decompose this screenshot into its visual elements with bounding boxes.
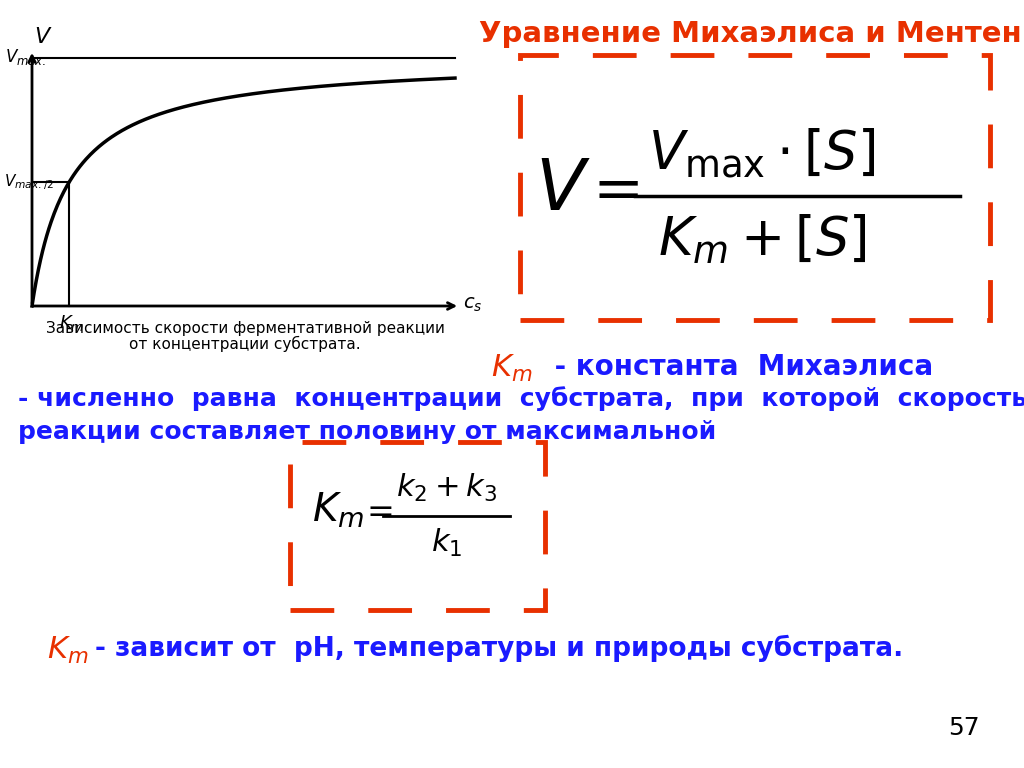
Text: $K_m$: $K_m$: [312, 490, 365, 530]
Text: $k_2+k_3$: $k_2+k_3$: [396, 472, 498, 504]
Text: $K_m$: $K_m$: [492, 353, 532, 384]
Text: от концентрации субстрата.: от концентрации субстрата.: [129, 336, 360, 353]
Text: $k_1$: $k_1$: [431, 527, 463, 559]
Text: - численно  равна  концентрации  субстрата,  при  которой  скорость: - численно равна концентрации субстрата,…: [18, 386, 1024, 411]
Text: $\mathit{K}_{m}+[S]$: $\mathit{K}_{m}+[S]$: [657, 214, 866, 266]
Text: - зависит от  рН, температуры и природы субстрата.: - зависит от рН, температуры и природы с…: [95, 635, 903, 662]
Text: 57: 57: [948, 716, 980, 740]
Text: $V_{max./2}$: $V_{max./2}$: [4, 172, 54, 192]
Text: V: V: [34, 27, 49, 47]
Text: Уравнение Михаэлиса и Ментен: Уравнение Михаэлиса и Ментен: [478, 20, 1021, 48]
Text: - константа  Михаэлиса: - константа Михаэлиса: [545, 353, 933, 381]
Text: реакции составляет половину от максимальной: реакции составляет половину от максималь…: [18, 420, 716, 444]
Text: $c_s$: $c_s$: [463, 296, 482, 315]
Text: Зависимость скорости ферментативной реакции: Зависимость скорости ферментативной реак…: [45, 321, 444, 336]
Text: $=$: $=$: [581, 161, 639, 220]
Text: $K_m$: $K_m$: [47, 635, 89, 666]
Text: $\mathit{V}$: $\mathit{V}$: [536, 155, 591, 224]
Text: $V_{max.}$: $V_{max.}$: [5, 47, 46, 67]
Text: $K_m$: $K_m$: [58, 313, 84, 333]
Text: $\mathit{V}_{\mathrm{max}}\cdot[S]$: $\mathit{V}_{\mathrm{max}}\cdot[S]$: [648, 127, 876, 180]
Text: $=$: $=$: [360, 494, 393, 527]
